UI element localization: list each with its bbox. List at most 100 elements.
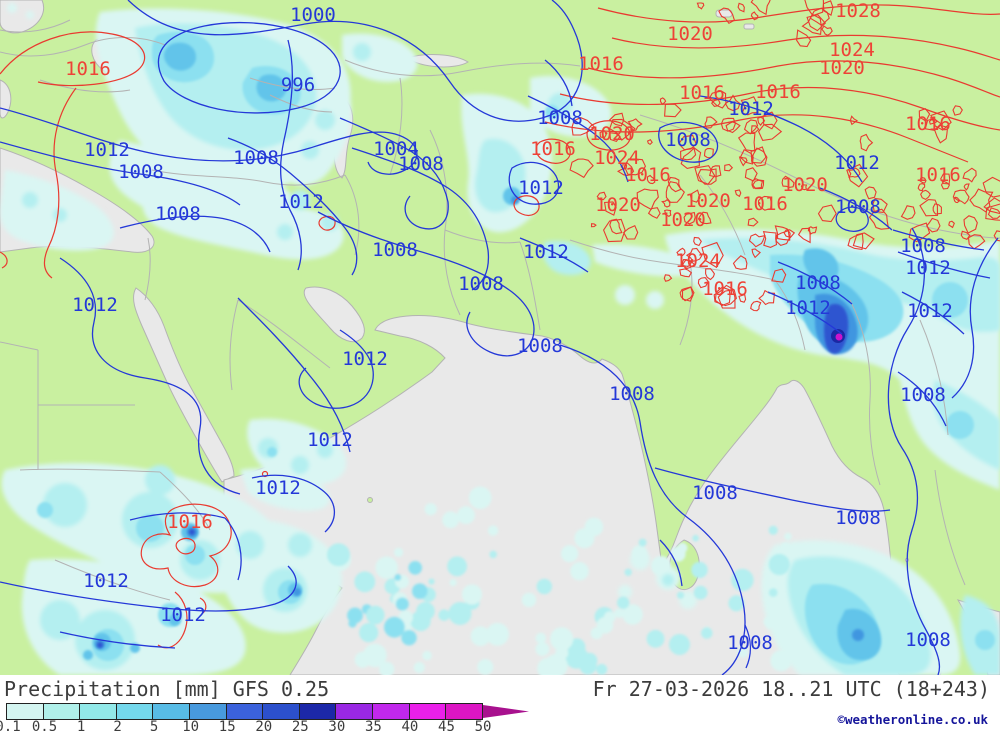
isobar-label-low: 1004 [373, 138, 419, 160]
isobar-label-low: 1008 [118, 161, 164, 183]
isobar-label-low: 1008 [458, 273, 504, 295]
isobar-label-low: 1008 [835, 507, 881, 529]
scale-tick-20: 20 [255, 719, 273, 733]
isobar-label-high: 1016 [578, 53, 624, 75]
isobar-label-low: 1012 [342, 348, 388, 370]
isobar-label-low: 1012 [278, 191, 324, 213]
isobar-label-high: 1016 [755, 81, 801, 103]
isobar-label-high: 1024 [675, 250, 721, 272]
scale-segment-5 [152, 704, 190, 719]
isobar-label-high: 1016 [167, 511, 213, 533]
isobar-label-low: 1012 [905, 257, 951, 279]
isobar-label-high: 1016 [702, 278, 748, 300]
legend-bar: Precipitation [mm] GFS 0.25 Fr 27-03-202… [0, 675, 1000, 733]
scale-tick-25: 25 [291, 719, 309, 733]
scale-tick-30: 30 [328, 719, 346, 733]
isobar-label-low: 1008 [155, 203, 201, 225]
isobar-label-low: 1012 [523, 241, 569, 263]
scale-tick-5: 5 [149, 719, 159, 733]
scale-segment-25 [298, 704, 336, 719]
forecast-datetime: Fr 27-03-2026 18..21 UTC (18+243) [592, 677, 990, 701]
isobar-label-high: 1024 [594, 147, 640, 169]
scale-tick-0.5: 0.5 [31, 719, 58, 733]
isobar-label-low: 1008 [692, 482, 738, 504]
scale-tick-35: 35 [364, 719, 382, 733]
isobar-contours-blue [0, 0, 999, 675]
isobar-label-high: 1016 [625, 164, 671, 186]
isobar-label-high: 1020 [660, 209, 706, 231]
isobar-label-high: 1016 [679, 82, 725, 104]
scale-segment-0.5 [42, 704, 80, 719]
scale-tick-45: 45 [438, 719, 455, 733]
isobar-label-low: 1000 [290, 4, 336, 26]
isobar-label-low: 1012 [728, 98, 774, 120]
isobar-label-high: 1020 [782, 174, 828, 196]
isobar-label-low: 1012 [72, 294, 118, 316]
precip-max [835, 333, 843, 341]
isobar-label-low: 1012 [83, 570, 129, 592]
isobar-contour-clutter-red [569, 0, 1000, 312]
isobar-label-low: 1008 [900, 235, 946, 257]
isobar-label-high: 1020 [667, 23, 713, 45]
scale-segment-30 [335, 704, 373, 719]
isobar-label-low: 1008 [233, 147, 279, 169]
legend-title: Precipitation [mm] GFS 0.25 [4, 677, 330, 701]
isobar-label-low: 1012 [785, 297, 831, 319]
scale-tick-1: 1 [76, 719, 86, 733]
isobar-contours-red [0, 4, 1000, 649]
isobar-label-low: 1008 [372, 239, 418, 261]
isobar-label-low: 1012 [907, 300, 953, 322]
isobar-label-low: 1008 [835, 196, 881, 218]
isobar-label-low: 1008 [900, 384, 946, 406]
isobar-label-low: 1012 [84, 139, 130, 161]
scale-segment-2 [115, 704, 153, 719]
precip-scattered-ocean [327, 486, 793, 675]
isobar-label-high: 1020 [595, 194, 641, 216]
isobar-label-low: 1008 [517, 335, 563, 357]
isobar-label-low: 1012 [518, 177, 564, 199]
isobar-label-low: 1008 [537, 107, 583, 129]
isobar-label-low: 1008 [398, 153, 444, 175]
isobar-label-low: 1008 [727, 632, 773, 654]
isobar-label-low: 1008 [609, 383, 655, 405]
isobar-labels: 1000996101210081008100810121004100810081… [65, 0, 961, 654]
scale-segment-1 [79, 704, 116, 719]
isobar-label-low: 1012 [307, 429, 353, 451]
scale-tick-0.1: 0.1 [0, 719, 21, 733]
isobar-label-high: 1020 [819, 57, 865, 79]
isobar-label-high: 1016 [915, 164, 961, 186]
scale-segment-45 [445, 704, 482, 719]
scale-segment-40 [408, 704, 446, 719]
isobar-label-high: 1016 [742, 193, 788, 215]
scale-segment-0.1 [7, 704, 43, 719]
isobar-label-high: 1020 [685, 190, 731, 212]
precipitation-scale [6, 703, 483, 720]
scale-tick-40: 40 [401, 719, 419, 733]
isobar-label-high: 1020 [589, 123, 635, 145]
scale-tick-50: 50 [474, 719, 492, 733]
scale-overflow-arrow [483, 705, 529, 718]
isobar-label-low: 996 [281, 74, 315, 96]
scale-tick-10: 10 [182, 719, 200, 733]
isobar-label-low: 1008 [905, 629, 951, 651]
isobar-label-low: 1012 [160, 604, 206, 626]
isobar-label-high: 1028 [835, 0, 881, 22]
copyright: ©weatheronline.co.uk [837, 712, 988, 727]
isobar-label-high: 1016 [65, 58, 111, 80]
isobar-label-high: 1016 [530, 138, 576, 160]
isobar-label-low: 1008 [665, 129, 711, 151]
isobar-label-low: 1008 [795, 272, 841, 294]
isobar-label-low: 1012 [255, 477, 301, 499]
isobar-label-low: 1012 [834, 152, 880, 174]
scale-segment-15 [225, 704, 263, 719]
country-borders [0, 19, 1000, 601]
isobar-label-high: 1024 [829, 39, 875, 61]
scale-tick-2: 2 [113, 719, 122, 733]
scale-segment-20 [262, 704, 299, 719]
precipitation-shading [0, 3, 1000, 675]
isobar-label-high: 1016 [905, 113, 951, 135]
scale-tick-15: 15 [218, 719, 236, 733]
scale-segment-10 [189, 704, 226, 719]
